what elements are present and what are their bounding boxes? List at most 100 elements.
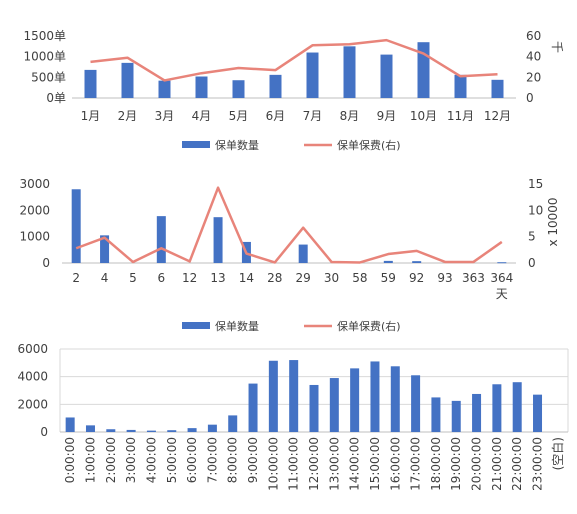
c1-bar bbox=[380, 54, 393, 98]
c3-x-tick: 12:00:00 bbox=[307, 437, 321, 491]
c1-bar bbox=[158, 80, 171, 98]
c3-bar bbox=[65, 417, 75, 432]
c3-x-tick: 4:00:00 bbox=[144, 437, 158, 483]
c3-x-tick: (空白) bbox=[550, 437, 565, 470]
c3-bar bbox=[207, 424, 217, 432]
c3-y-tick: 6000 bbox=[17, 342, 48, 356]
c3-bar bbox=[289, 360, 299, 432]
c2-x-tick: 28 bbox=[267, 271, 282, 285]
c3-x-tick: 0:00:00 bbox=[63, 437, 77, 483]
c2-series-line bbox=[75, 186, 503, 264]
c1-x-tick: 12月 bbox=[484, 109, 511, 123]
c2-y-right-tick: 0 bbox=[528, 256, 536, 270]
c1-x-tick: 6月 bbox=[266, 109, 286, 123]
c2-x-tick: 364 bbox=[490, 271, 513, 285]
c1-y-left-tick: 500单 bbox=[31, 70, 66, 84]
c3-x-tick: 16:00:00 bbox=[388, 437, 402, 491]
c1-x-tick: 5月 bbox=[229, 109, 249, 123]
c2-y-right-unit: x 10000 bbox=[546, 197, 560, 246]
c1-y-right-tick: 0 bbox=[526, 91, 534, 105]
c1-bar bbox=[417, 42, 430, 98]
c2-bar bbox=[412, 261, 422, 263]
c2-x-tick: 59 bbox=[381, 271, 396, 285]
c1-y-left-tick: 1000单 bbox=[23, 50, 66, 64]
c2-y-left-tick: 2000 bbox=[19, 203, 50, 217]
c3-bar bbox=[472, 393, 482, 432]
c3-bar bbox=[431, 397, 441, 432]
c2-y-left-tick: 1000 bbox=[19, 230, 50, 244]
c2-x-tick: 14 bbox=[239, 271, 254, 285]
c2-x-tick: 4 bbox=[101, 271, 109, 285]
c2-x-tick: 93 bbox=[437, 271, 452, 285]
c1-bar bbox=[84, 69, 97, 98]
c3-x-tick: 7:00:00 bbox=[205, 437, 219, 483]
c1-bar bbox=[306, 52, 319, 98]
c2-legend-bar-label: 保单数量 bbox=[215, 319, 259, 333]
c3-x-tick: 14:00:00 bbox=[348, 437, 362, 491]
c2-x-tick: 92 bbox=[409, 271, 424, 285]
c1-bar bbox=[343, 46, 356, 98]
c1-y-left-tick: 0单 bbox=[46, 91, 66, 105]
c1-y-right-tick: 60 bbox=[526, 29, 541, 43]
c3-y-tick: 0 bbox=[40, 425, 48, 439]
c3-bar bbox=[309, 384, 319, 432]
c3-bar bbox=[146, 430, 156, 432]
c3-x-tick: 10:00:00 bbox=[266, 437, 280, 491]
c2-y-left-tick: 0 bbox=[42, 256, 50, 270]
c2-bar bbox=[156, 216, 166, 263]
c3-x-tick: 8:00:00 bbox=[226, 437, 240, 483]
c3-x-tick: 18:00:00 bbox=[429, 437, 443, 491]
c3-x-tick: 19:00:00 bbox=[449, 437, 463, 491]
c1-bar bbox=[232, 80, 245, 98]
c3-x-tick: 5:00:00 bbox=[165, 437, 179, 483]
c2-y-right-tick: 15 bbox=[528, 177, 543, 191]
c3-x-tick: 17:00:00 bbox=[409, 437, 423, 491]
c1-legend-bar-swatch bbox=[182, 141, 210, 148]
c2-bar bbox=[100, 235, 110, 263]
c3-bar bbox=[268, 360, 278, 432]
c1-x-tick: 4月 bbox=[192, 109, 212, 123]
c1-bar bbox=[491, 79, 504, 98]
c3-x-tick: 6:00:00 bbox=[185, 437, 199, 483]
c3-bar bbox=[167, 430, 177, 432]
c2-x-tick: 6 bbox=[157, 271, 165, 285]
c1-y-right-tick: 20 bbox=[526, 70, 541, 84]
c1-bar bbox=[121, 62, 134, 98]
c3-bar bbox=[411, 375, 421, 432]
c2-x-tick: 29 bbox=[296, 271, 311, 285]
c1-y-right-tick: 40 bbox=[526, 50, 541, 64]
c1-x-tick: 2月 bbox=[118, 109, 138, 123]
c3-bar bbox=[126, 429, 136, 432]
c2-y-left-tick: 3000 bbox=[19, 177, 50, 191]
c1-legend-bar-label: 保单数量 bbox=[215, 138, 259, 152]
c2-x-tick: 30 bbox=[324, 271, 339, 285]
c1-x-tick: 3月 bbox=[155, 109, 175, 123]
c3-bar bbox=[512, 382, 522, 432]
c2-x-suffix: 天 bbox=[496, 287, 508, 301]
c3-bar bbox=[106, 429, 116, 432]
c2-x-tick: 363 bbox=[462, 271, 485, 285]
c3-x-tick: 2:00:00 bbox=[104, 437, 118, 483]
c1-bar bbox=[195, 76, 208, 98]
c3-x-tick: 21:00:00 bbox=[490, 437, 504, 491]
c2-bar bbox=[383, 260, 393, 263]
c2-x-tick: 2 bbox=[72, 271, 80, 285]
c3-x-tick: 13:00:00 bbox=[327, 437, 341, 491]
c3-x-tick: 11:00:00 bbox=[287, 437, 301, 491]
c3-bar bbox=[248, 383, 258, 432]
c1-y-left-tick: 1500单 bbox=[23, 29, 66, 43]
c2-legend-bar-swatch bbox=[182, 322, 210, 329]
c2-bar bbox=[497, 262, 507, 264]
c1-series-line bbox=[90, 38, 498, 82]
c2-bar bbox=[298, 244, 308, 263]
c3-y-tick: 4000 bbox=[17, 370, 48, 384]
c3-bar bbox=[187, 428, 197, 432]
c3-x-tick: 22:00:00 bbox=[510, 437, 524, 491]
c3-x-tick: 20:00:00 bbox=[470, 437, 484, 491]
c2-x-tick: 5 bbox=[129, 271, 137, 285]
c2-bar bbox=[213, 217, 223, 263]
c3-bar bbox=[350, 368, 360, 432]
c2-x-tick: 12 bbox=[182, 271, 197, 285]
